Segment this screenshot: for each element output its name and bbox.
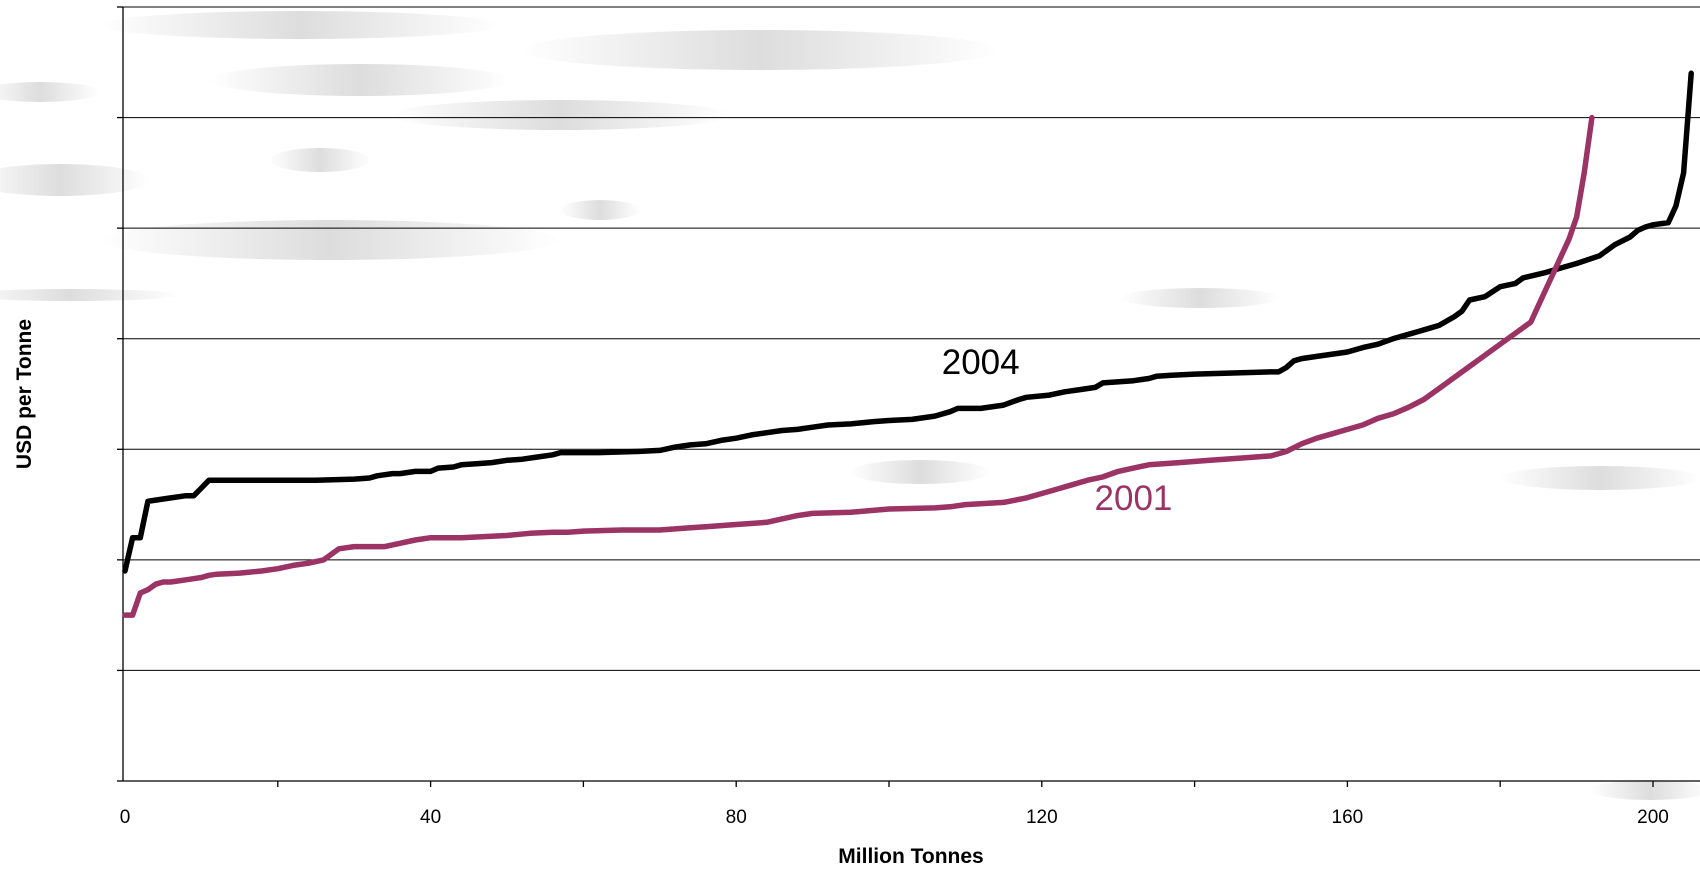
bg-streak xyxy=(520,30,1000,70)
x-tick-label: 120 xyxy=(1026,807,1058,828)
bg-streak xyxy=(0,289,180,301)
bg-streak xyxy=(1120,288,1280,308)
bg-streak xyxy=(0,82,100,102)
bg-streak xyxy=(100,11,500,39)
bg-streak xyxy=(210,64,510,96)
series-labels: 2004 2001 xyxy=(942,343,1173,518)
y-axis-title: USD per Tonne xyxy=(13,319,36,469)
series-label-2004: 2004 xyxy=(942,343,1020,382)
bg-streak xyxy=(850,460,990,484)
background-texture xyxy=(0,11,1700,800)
x-tick-label: 0 xyxy=(120,807,131,828)
x-tick-label: 200 xyxy=(1637,807,1669,828)
bg-streak xyxy=(1500,466,1700,490)
x-tick-label: 40 xyxy=(420,807,441,828)
bg-streak xyxy=(100,220,560,260)
x-axis-ticks xyxy=(277,781,1654,787)
gridlines xyxy=(123,6,1700,671)
bg-streak xyxy=(390,100,730,130)
bg-streak xyxy=(270,148,370,172)
series-lines xyxy=(122,70,1694,618)
bg-streak xyxy=(1590,780,1700,800)
x-tick-label: 160 xyxy=(1332,807,1364,828)
bg-streak xyxy=(560,200,640,220)
x-axis-tick-labels: 0 40 80 120 160 200 xyxy=(120,807,1669,828)
series-label-2001: 2001 xyxy=(1095,479,1173,518)
x-tick-label: 80 xyxy=(726,807,747,828)
y-axis-ticks xyxy=(117,6,123,782)
series-line-2001 xyxy=(122,114,1595,618)
bg-streak xyxy=(0,164,150,196)
x-axis-title: Million Tonnes xyxy=(838,845,983,868)
series-line-2004 xyxy=(122,70,1694,574)
